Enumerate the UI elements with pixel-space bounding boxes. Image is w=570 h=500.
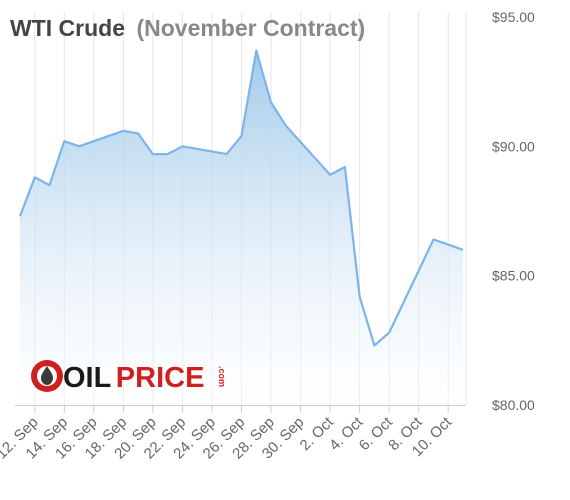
y-tick-label: $80.00 xyxy=(492,397,535,413)
chart-title: WTI Crude (November Contract) xyxy=(10,15,365,41)
logo-price-text: PRICE xyxy=(116,362,205,394)
y-tick-label: $85.00 xyxy=(492,268,535,284)
y-tick-label: $95.00 xyxy=(492,9,535,25)
y-tick-label: $90.00 xyxy=(492,138,535,154)
logo-com-text: .com xyxy=(217,366,227,387)
chart-title-main: WTI Crude xyxy=(10,15,125,41)
y-tick-labels: $80.00 $85.00 $90.00 $95.00 xyxy=(492,9,535,413)
oil-drop-icon xyxy=(31,360,63,392)
logo-oil-text: OIL xyxy=(63,362,111,394)
chart-title-sub: (November Contract) xyxy=(136,15,365,41)
price-area-fill xyxy=(20,50,463,405)
oilprice-logo: OIL PRICE .com xyxy=(31,360,227,394)
x-tick-marks xyxy=(34,405,449,413)
price-line xyxy=(18,49,464,347)
logo-wordmark: OIL PRICE xyxy=(63,362,204,394)
